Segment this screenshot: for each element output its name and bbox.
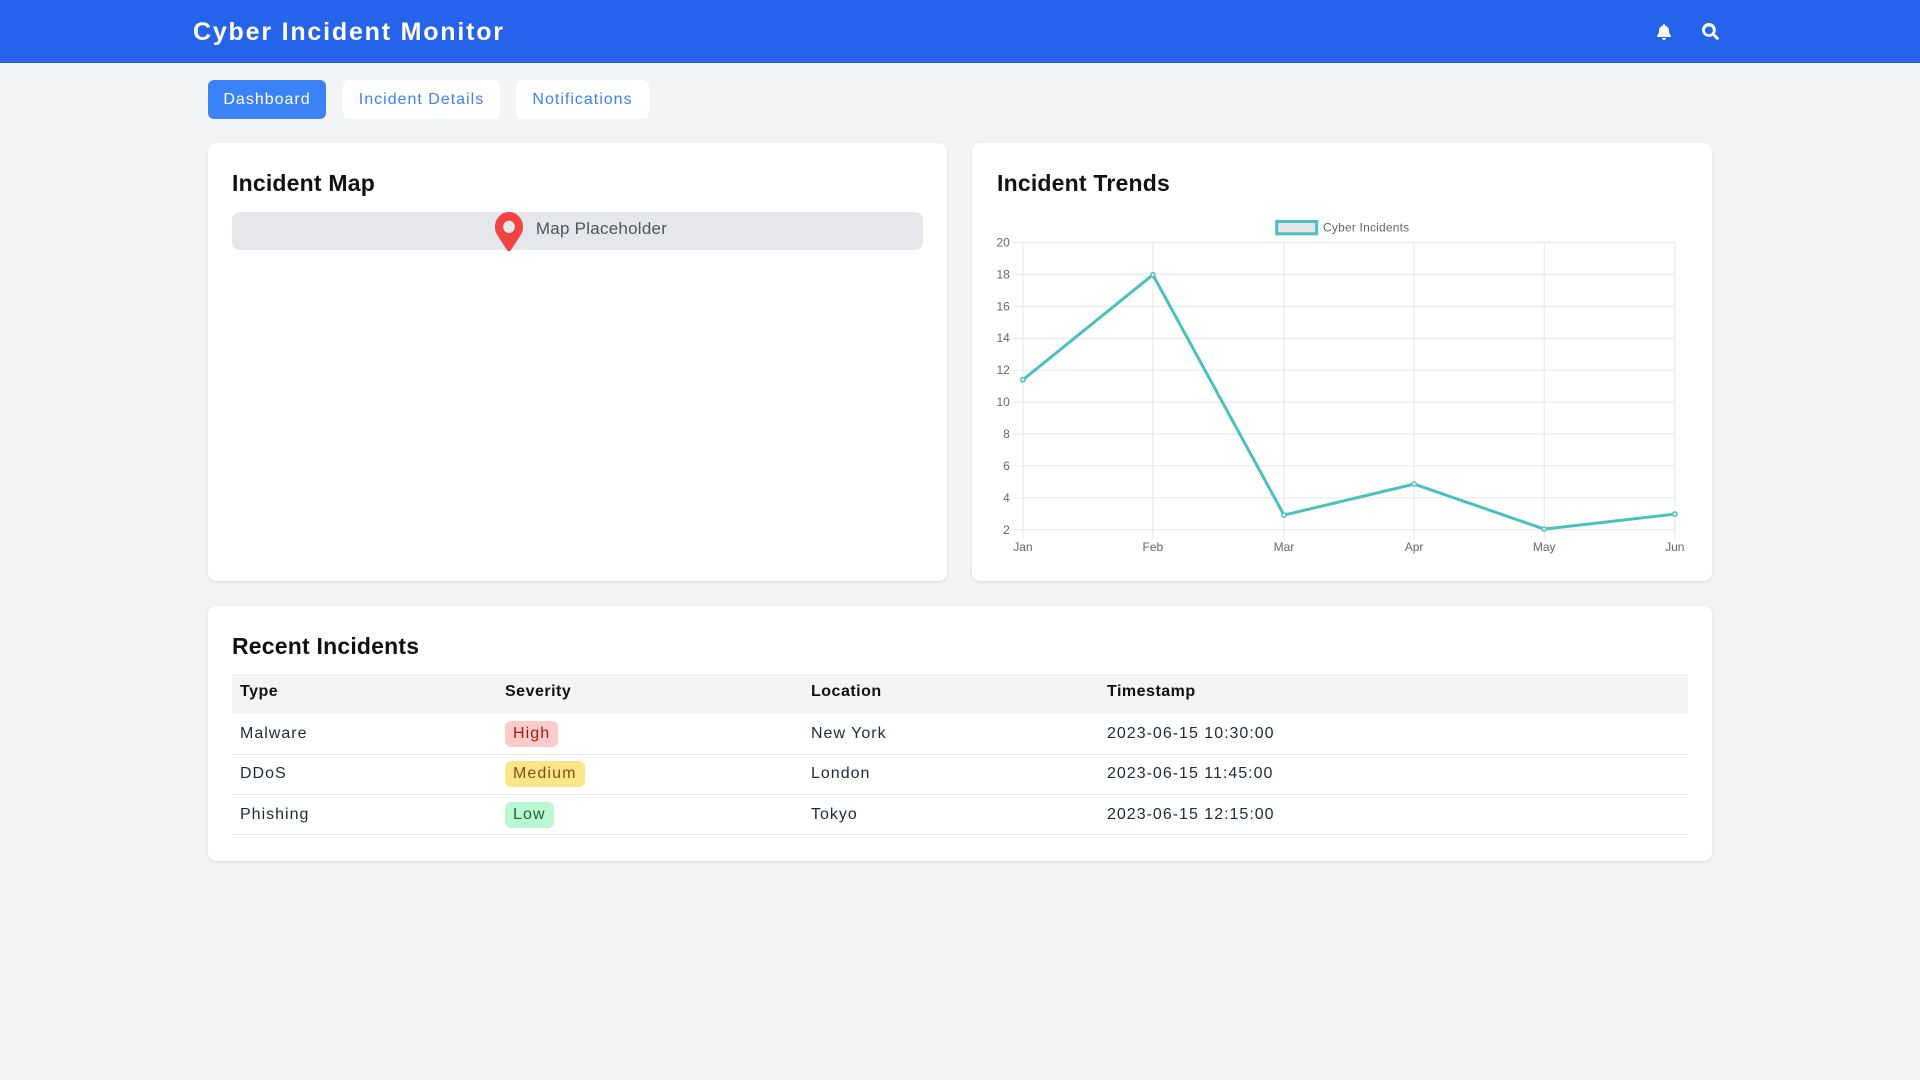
svg-text:8: 8 (1003, 427, 1010, 441)
svg-text:12: 12 (996, 363, 1010, 377)
svg-text:20: 20 (996, 235, 1010, 249)
svg-text:18: 18 (996, 267, 1010, 281)
svg-text:Jun: Jun (1665, 540, 1684, 554)
svg-text:10: 10 (996, 395, 1010, 409)
svg-text:14: 14 (996, 331, 1010, 345)
svg-text:Apr: Apr (1405, 540, 1424, 554)
svg-text:Mar: Mar (1274, 540, 1295, 554)
svg-text:Feb: Feb (1143, 540, 1164, 554)
svg-text:16: 16 (996, 299, 1010, 313)
svg-text:2: 2 (1003, 523, 1010, 537)
svg-text:4: 4 (1003, 491, 1010, 505)
svg-text:May: May (1533, 540, 1556, 554)
svg-text:6: 6 (1003, 459, 1010, 473)
svg-text:Jan: Jan (1013, 540, 1032, 554)
svg-text:Cyber Incidents: Cyber Incidents (1323, 221, 1409, 235)
